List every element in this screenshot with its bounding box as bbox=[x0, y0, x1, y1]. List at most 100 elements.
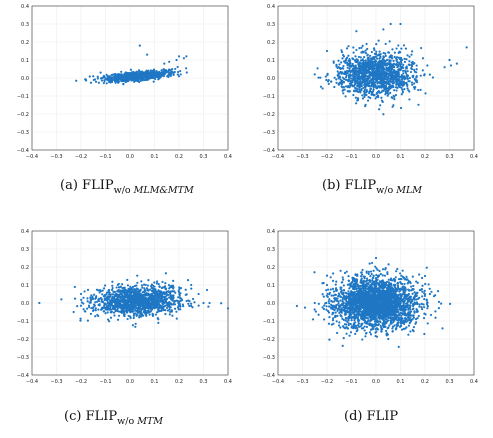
scatter-point bbox=[101, 76, 105, 79]
scatter-point bbox=[358, 47, 361, 50]
scatter-point bbox=[173, 300, 176, 304]
scatter-point bbox=[374, 63, 377, 66]
scatter-point bbox=[399, 287, 402, 290]
scatter-point bbox=[419, 88, 422, 91]
scatter-point bbox=[394, 93, 398, 97]
scatter-point bbox=[347, 45, 350, 48]
scatter-point bbox=[373, 60, 377, 63]
scatter-point bbox=[382, 67, 385, 70]
scatter-point bbox=[377, 73, 381, 76]
scatter-point bbox=[150, 289, 153, 292]
scatter-point bbox=[348, 86, 351, 89]
scatter-point bbox=[160, 71, 163, 74]
scatter-point bbox=[392, 94, 395, 97]
y-tick-label: 0.4 bbox=[267, 229, 275, 235]
y-tick-label: 0.4 bbox=[267, 4, 275, 10]
scatter-point bbox=[376, 63, 379, 66]
scatter-point bbox=[138, 290, 141, 294]
scatter-point bbox=[127, 309, 130, 312]
x-tick-label: −0.2 bbox=[75, 379, 87, 385]
scatter-point bbox=[133, 76, 136, 79]
scatter-point bbox=[125, 310, 128, 313]
scatter-point bbox=[119, 305, 122, 308]
scatter-point bbox=[130, 308, 133, 311]
scatter-point bbox=[121, 75, 124, 79]
scatter-point bbox=[356, 329, 359, 332]
scatter-point bbox=[448, 58, 451, 62]
scatter-point bbox=[335, 81, 338, 84]
scatter-point bbox=[132, 314, 135, 317]
scatter-point bbox=[129, 316, 132, 320]
scatter-point bbox=[110, 288, 114, 291]
scatter-point bbox=[392, 75, 395, 78]
scatter-point bbox=[157, 310, 160, 313]
scatter-point bbox=[392, 68, 396, 72]
scatter-point bbox=[155, 75, 159, 78]
scatter-point bbox=[168, 301, 171, 304]
scatter-point bbox=[340, 61, 343, 64]
scatter-point bbox=[383, 63, 386, 66]
scatter-point bbox=[396, 286, 400, 289]
scatter-point bbox=[147, 78, 150, 81]
scatter-point bbox=[356, 98, 360, 102]
scatter-point bbox=[154, 74, 157, 77]
scatter-point bbox=[113, 314, 116, 317]
scatter-point bbox=[165, 290, 168, 293]
scatter-point bbox=[317, 76, 320, 79]
scatter-point bbox=[342, 64, 345, 68]
scatter-point bbox=[330, 303, 333, 306]
scatter-point bbox=[138, 73, 141, 76]
scatter-points bbox=[313, 22, 468, 116]
scatter-point bbox=[111, 78, 114, 82]
scatter-point bbox=[133, 295, 136, 299]
scatter-point bbox=[191, 306, 194, 309]
scatter-point bbox=[161, 280, 164, 284]
scatter-point bbox=[354, 55, 357, 58]
scatter-point bbox=[150, 295, 153, 298]
scatter-point bbox=[388, 85, 391, 88]
scatter-point bbox=[404, 47, 408, 50]
scatter-point bbox=[139, 315, 143, 318]
scatter-point bbox=[342, 80, 345, 83]
scatter-point bbox=[131, 324, 135, 327]
scatter-point bbox=[114, 81, 117, 84]
scatter-point bbox=[130, 71, 134, 74]
plot-frame bbox=[31, 230, 229, 376]
scatter-point bbox=[130, 304, 133, 307]
caption-a-sub: w/o bbox=[113, 185, 134, 196]
scatter-point bbox=[342, 72, 346, 75]
scatter-point bbox=[395, 89, 398, 92]
scatter-point bbox=[390, 54, 393, 57]
scatter-point bbox=[108, 288, 111, 292]
scatter-point bbox=[408, 76, 411, 80]
scatter-point bbox=[401, 269, 404, 272]
scatter-point bbox=[355, 71, 358, 74]
scatter-point bbox=[423, 297, 426, 301]
scatter-point bbox=[367, 272, 370, 276]
scatter-point bbox=[411, 83, 414, 86]
scatter-point bbox=[140, 307, 144, 310]
scatter-point bbox=[355, 102, 358, 105]
scatter-point bbox=[372, 86, 375, 89]
scatter-point bbox=[161, 300, 164, 303]
x-tick-label: −0.3 bbox=[50, 379, 62, 385]
x-tick-label: −0.3 bbox=[296, 379, 308, 385]
scatter-point bbox=[197, 292, 200, 296]
scatter-point bbox=[140, 284, 144, 287]
scatter-point bbox=[360, 46, 363, 49]
scatter-point bbox=[383, 85, 386, 88]
scatter-point bbox=[121, 294, 124, 297]
scatter-point bbox=[408, 289, 411, 292]
scatter-point bbox=[332, 61, 335, 64]
scatter-point bbox=[415, 298, 418, 301]
scatter-point bbox=[93, 78, 97, 81]
scatter-point bbox=[106, 318, 110, 321]
scatter-point bbox=[333, 85, 336, 89]
y-tick-label: −0.3 bbox=[263, 355, 275, 361]
scatter-point bbox=[381, 89, 384, 92]
scatter-point bbox=[404, 69, 407, 72]
scatter-point bbox=[354, 96, 357, 99]
scatter-point bbox=[375, 55, 378, 58]
scatter-point bbox=[392, 78, 395, 81]
scatter-point bbox=[377, 68, 381, 71]
